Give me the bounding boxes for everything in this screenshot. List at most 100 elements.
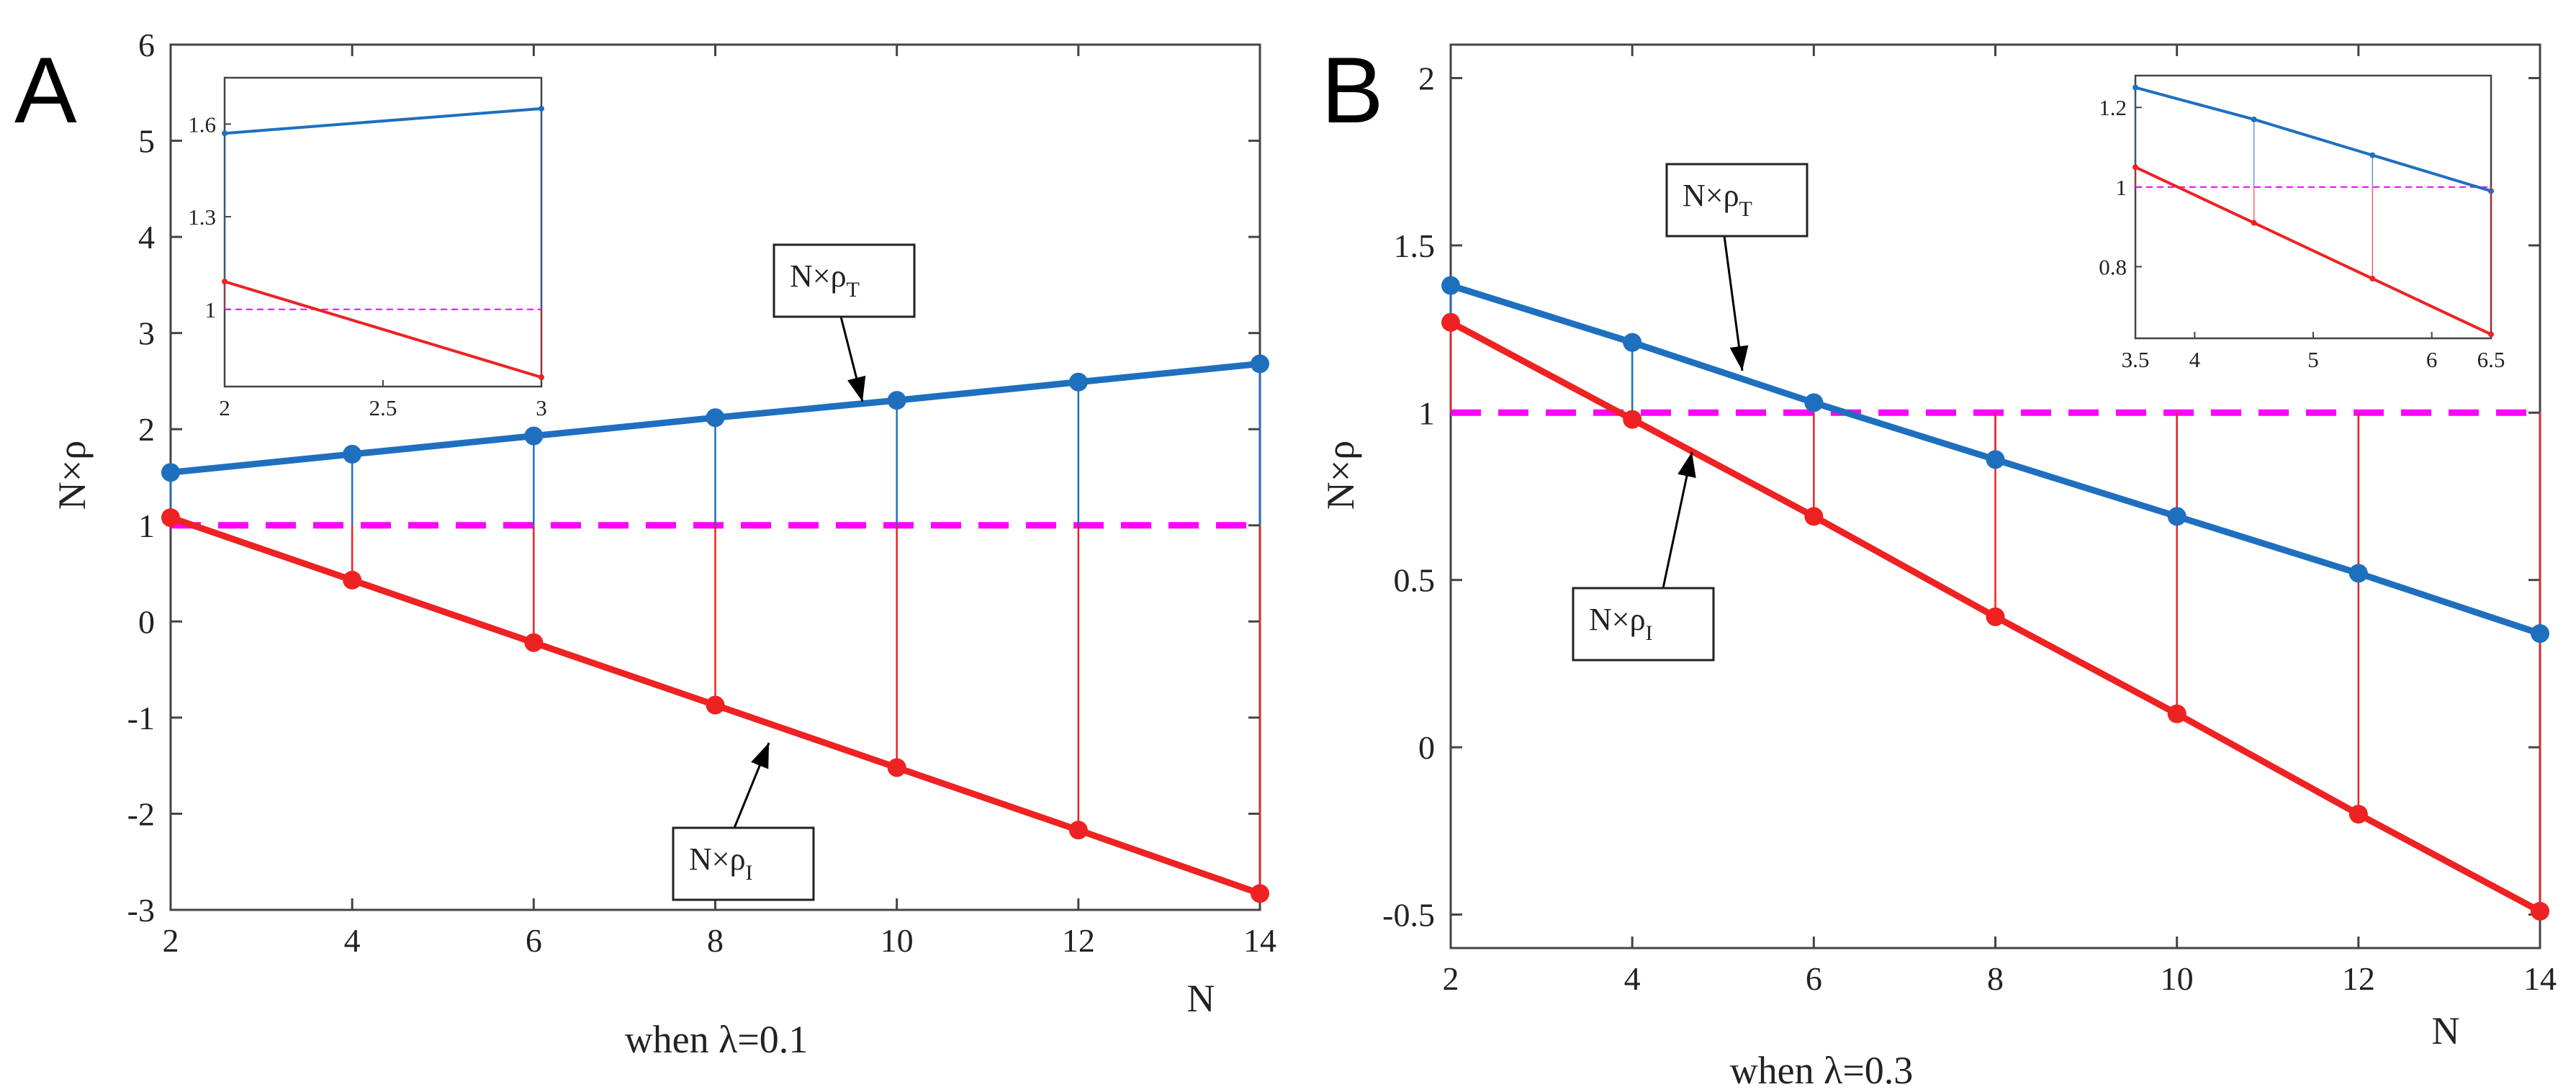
panel-letter: B (1321, 37, 1384, 143)
data-point-rho-t (1986, 450, 2005, 469)
x-tick-label: 14 (1243, 922, 1276, 959)
y-tick-label: -3 (127, 892, 155, 929)
inset-point-blue (2133, 84, 2138, 91)
annotation-label-main: N×ρ (1683, 178, 1739, 213)
inset-line-blue (2135, 86, 2492, 193)
y-tick-label: -0.5 (1382, 897, 1435, 934)
data-point-rho-i (161, 508, 180, 528)
data-point-rho-i (343, 570, 362, 590)
inset-x-tick-label: 4 (2189, 347, 2201, 372)
inset-y-tick-label: 1.6 (188, 112, 216, 137)
data-point-rho-t (1251, 354, 1269, 374)
x-tick-label: 8 (1987, 960, 2004, 997)
inset-line-blue (224, 107, 542, 135)
data-point-rho-i (1251, 884, 1269, 903)
inset-point-red (2369, 276, 2376, 282)
inset-x-tick-label: 5 (2307, 347, 2319, 372)
y-tick-label: 3 (138, 315, 155, 352)
y-tick-label: 1 (1418, 394, 1435, 431)
annotation-arrow-head (751, 743, 769, 770)
inset-x-tick-label: 3.5 (2122, 347, 2150, 372)
annotation-label: N×ρI (689, 841, 753, 885)
x-tick-label: 8 (707, 922, 724, 959)
y-tick-label: 2 (138, 411, 155, 448)
annotation-label: N×ρT (1683, 178, 1752, 221)
data-point-rho-t (2531, 624, 2549, 644)
x-tick-label: 10 (2161, 960, 2194, 997)
annotation-box (672, 826, 815, 901)
y-tick-label: 4 (138, 219, 155, 256)
data-point-rho-i (706, 695, 725, 715)
inset-frame (2134, 74, 2492, 340)
x-tick-label: 4 (344, 922, 361, 959)
annotation-box (773, 243, 916, 318)
data-point-rho-t (1068, 372, 1088, 392)
inset-point-red (222, 279, 228, 285)
annotation-label-subscript: I (1646, 621, 1653, 645)
data-point-rho-i (2531, 901, 2549, 921)
data-point-rho-i (1804, 507, 1824, 526)
inset-point-blue (539, 105, 544, 112)
x-axis-end-label: N (2432, 1009, 2460, 1052)
y-tick-label: 0.5 (1394, 562, 1436, 599)
data-point-rho-i (1441, 312, 1460, 332)
annotation-arrow-head (847, 375, 866, 402)
inset-x-tick-label: 6 (2426, 347, 2438, 372)
y-tick-label: 1 (138, 507, 155, 544)
inset-point-red (2133, 164, 2138, 171)
data-point-rho-i (524, 633, 544, 652)
inset-point-blue (2251, 116, 2257, 122)
x-tick-label: 6 (526, 922, 542, 959)
annotation-label-subscript: T (1739, 197, 1752, 221)
inset-point-blue (2369, 152, 2376, 158)
y-tick-label: 1.5 (1394, 227, 1436, 264)
inset-line-red (2135, 166, 2492, 336)
inset-point-blue (222, 130, 228, 137)
annotation-label-main: N×ρ (689, 841, 746, 877)
annotation-label-main: N×ρ (790, 258, 847, 294)
data-point-rho-t (1623, 333, 1642, 352)
data-point-rho-i (2167, 704, 2187, 723)
x-tick-label: 2 (1443, 960, 1459, 997)
panel-b: 2 4 6 8 10 12 14 -0.5 0 0.5 1 1.5 2 3.5 4 5 6 6.5 0.8 1 1.2 B… (1319, 37, 2557, 1092)
inset-y-tick-label: 1.2 (2099, 95, 2127, 120)
x-axis-label: when λ=0.3 (1730, 1049, 1914, 1092)
annotation-label: N×ρT (790, 258, 860, 302)
y-tick-label: 0 (1418, 729, 1435, 766)
x-tick-label: 12 (2342, 960, 2375, 997)
inset-y-tick-label: 1.3 (188, 204, 216, 230)
annotation-label: N×ρI (1589, 602, 1653, 645)
annotation-arrow-head (1729, 345, 1749, 371)
inset-x-tick-label: 2.5 (369, 395, 397, 420)
inset-x-tick-label: 2 (219, 395, 230, 420)
x-axis-label: when λ=0.1 (625, 1018, 809, 1061)
inset-y-tick-label: 0.8 (2099, 254, 2127, 279)
data-point-rho-t (524, 426, 544, 446)
annotation-label-main: N×ρ (1589, 602, 1646, 637)
data-point-rho-t (1441, 276, 1460, 295)
x-tick-label: 4 (1624, 960, 1641, 997)
annotation-rho-t: N×ρT (773, 243, 916, 402)
data-point-rho-t (887, 391, 906, 410)
data-point-rho-t (161, 463, 180, 482)
inset-chart: 3.5 4 5 6 6.5 0.8 1 1.2 (2099, 74, 2505, 372)
x-axis-end-label: N (1187, 977, 1215, 1020)
inset-x-tick-label: 6.5 (2477, 347, 2505, 372)
data-point-rho-t (2348, 564, 2368, 583)
annotation-rho-i: N×ρI (672, 742, 815, 901)
data-point-rho-i (1623, 410, 1642, 429)
data-point-rho-i (887, 758, 906, 777)
data-point-rho-i (2348, 805, 2368, 824)
annotation-rho-i: N×ρI (1572, 451, 1715, 662)
inset-frame (223, 76, 543, 388)
inset-chart: 2 2.5 3 1 1.3 1.6 (188, 76, 547, 420)
annotation-box (1572, 587, 1715, 662)
annotation-rho-t: N×ρT (1665, 163, 1809, 371)
x-tick-label: 14 (2523, 960, 2557, 997)
y-axis-label: N×ρ (1319, 441, 1362, 510)
inset-point-red (539, 374, 544, 381)
y-tick-label: -1 (127, 700, 155, 736)
data-point-rho-t (1804, 393, 1824, 412)
